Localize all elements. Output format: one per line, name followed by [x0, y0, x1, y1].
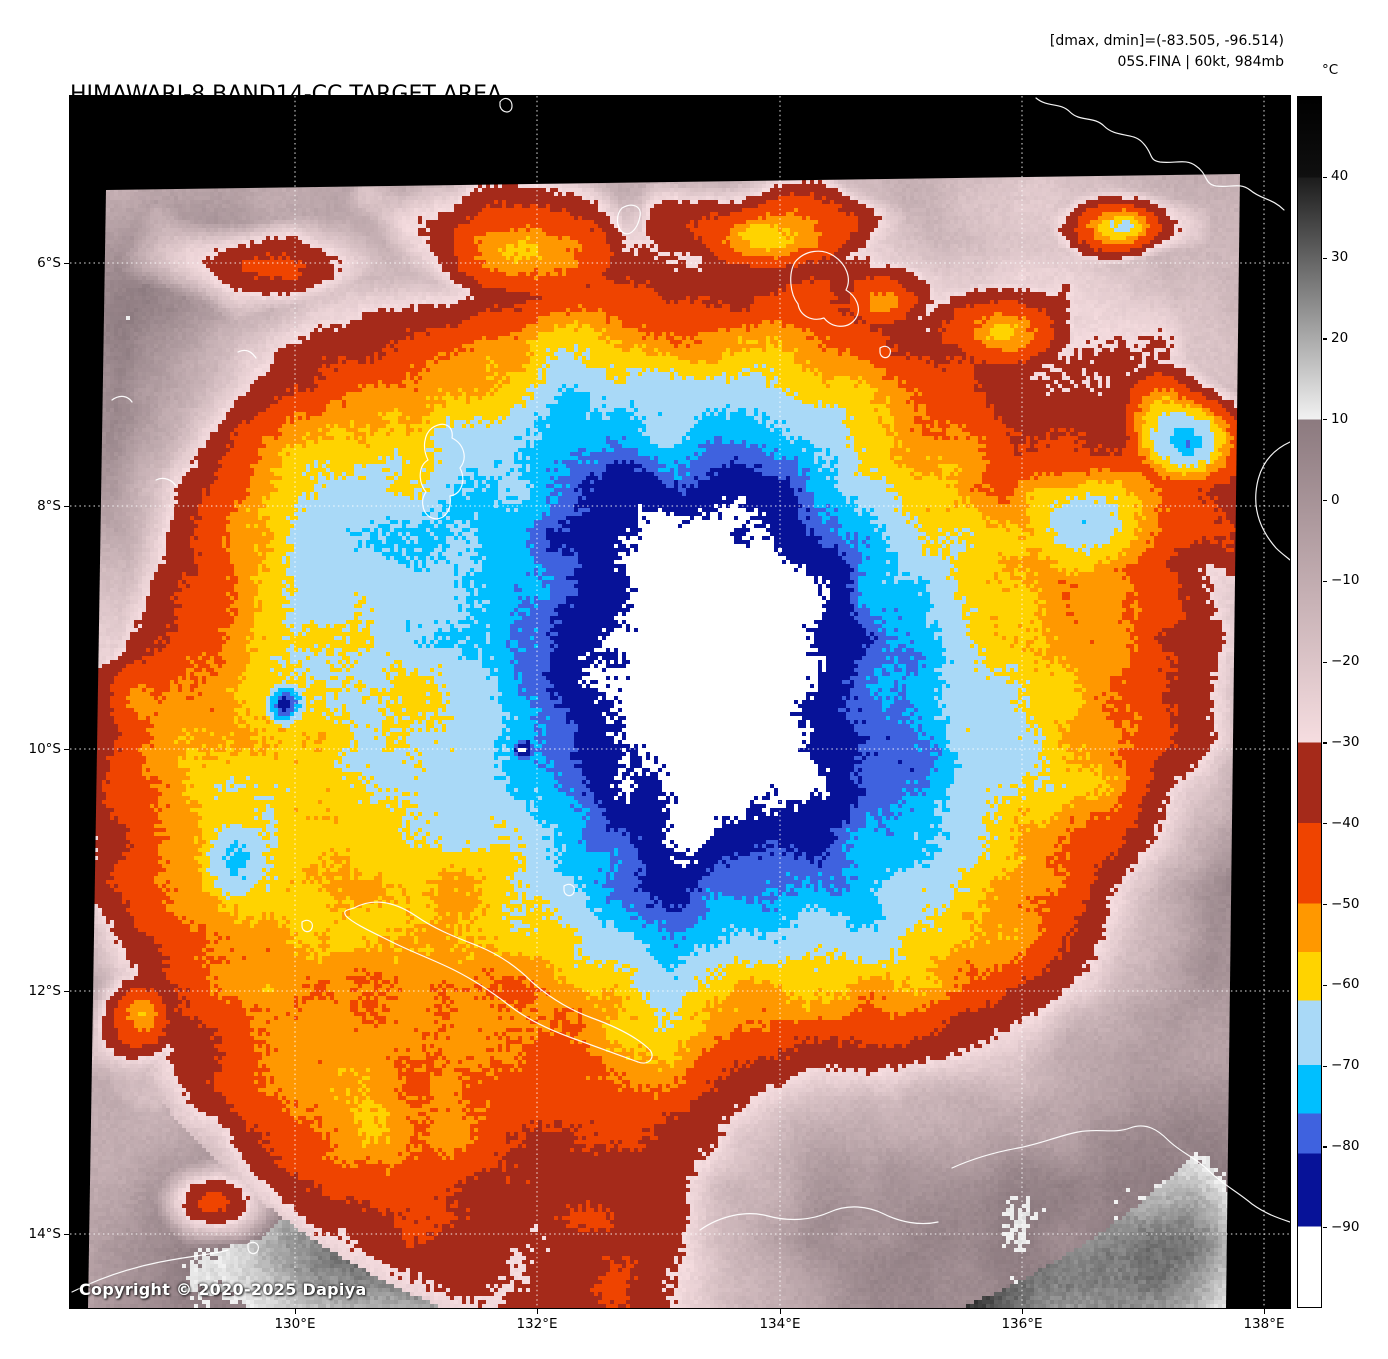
colorbar-tick-label: 20 — [1331, 329, 1349, 346]
coastline-path — [344, 901, 653, 1064]
lat-tick-label: 10°S — [28, 741, 62, 757]
colorbar-tick-mark — [1323, 580, 1327, 583]
figure-annotations: [dmax, dmin]=(-83.505, -96.514) 05S.FINA… — [800, 31, 1284, 73]
colorbar-tick-mark — [1323, 1227, 1327, 1229]
lon-tick-mark — [1022, 1309, 1024, 1314]
colorbar-tick-label: 10 — [1331, 410, 1349, 427]
colorbar-tick-label: −30 — [1331, 733, 1360, 750]
storm-info-annotation: 05S.FINA | 60kt, 984mb — [1117, 54, 1284, 70]
coastline-path — [111, 395, 133, 403]
copyright-label: Copyright © 2020-2025 Dapiya — [79, 1280, 367, 1299]
colorbar-tick-label: 30 — [1331, 249, 1349, 266]
colorbar-tick-mark — [1323, 742, 1327, 744]
coastline-path — [301, 919, 313, 933]
lat-tick-label: 14°S — [28, 1226, 62, 1242]
colorbar-tick-mark — [1323, 176, 1327, 179]
lon-tick-label: 138°E — [1243, 1316, 1285, 1332]
lon-tick-mark — [780, 1309, 782, 1314]
lon-tick-label: 132°E — [516, 1316, 558, 1332]
colorbar-tick-label: −50 — [1331, 895, 1360, 912]
lon-tick-mark — [537, 1309, 539, 1314]
colorbar-tick-mark — [1323, 338, 1327, 340]
colorbar-tick-label: −90 — [1331, 1218, 1360, 1235]
lon-tick-label: 134°E — [759, 1316, 801, 1332]
coastline-path — [1035, 97, 1285, 211]
colorbar-tick-mark — [1323, 500, 1327, 502]
colorbar-tick-label: 40 — [1331, 168, 1349, 185]
coastline-path — [951, 1125, 1290, 1223]
lon-tick-label: 130°E — [274, 1316, 316, 1332]
colorbar-tick-label: −40 — [1331, 814, 1360, 831]
coastline-path — [237, 349, 257, 359]
colorbar-tick-mark — [1323, 1065, 1327, 1067]
lat-tick-mark — [64, 1234, 69, 1236]
colorbar-tick-mark — [1323, 257, 1327, 259]
satellite-image-canvas — [70, 96, 1290, 1308]
dmax-dmin-annotation: [dmax, dmin]=(-83.505, -96.514) — [1049, 33, 1284, 49]
coastline-path — [155, 477, 177, 487]
lat-tick-mark — [64, 749, 69, 751]
colorbar-tick-mark — [1323, 984, 1327, 987]
colorbar-tick-label: −20 — [1331, 653, 1360, 670]
coastline-path — [879, 345, 891, 359]
colorbar-tick-label: −70 — [1331, 1057, 1360, 1074]
colorbar-tick-label: 0 — [1331, 491, 1340, 508]
coastline-path — [563, 883, 575, 897]
colorbar-tick-label: −60 — [1331, 976, 1360, 993]
colorbar-unit-label: °C — [1322, 62, 1339, 78]
lat-tick-label: 12°S — [28, 983, 62, 999]
colorbar-tick-label: −80 — [1331, 1137, 1360, 1154]
coastline-path — [616, 204, 641, 235]
colorbar-tick-mark — [1323, 1146, 1327, 1148]
lat-tick-mark — [64, 506, 69, 508]
figure-title: HIMAWARI-8 BAND14-CC TARGET AREA — [70, 82, 503, 107]
colorbar-tick-mark — [1323, 904, 1327, 906]
coastline-path — [790, 250, 859, 327]
coastline-path — [71, 1249, 229, 1293]
map-overlay-svg — [70, 96, 1290, 1308]
lon-tick-label: 136°E — [1001, 1316, 1043, 1332]
coastline-path — [1255, 441, 1290, 561]
colorbar-tick-mark — [1323, 419, 1327, 421]
lat-tick-label: 8°S — [37, 498, 61, 514]
coastline-path — [699, 1206, 939, 1231]
coastline-path — [419, 423, 465, 520]
colorbar — [1297, 96, 1322, 1308]
lon-tick-mark — [1264, 1309, 1266, 1314]
colorbar-tick-mark — [1323, 661, 1327, 663]
coastline-path — [499, 97, 513, 113]
lon-tick-mark — [295, 1309, 297, 1314]
map-plot: Copyright © 2020-2025 Dapiya — [69, 95, 1291, 1309]
lat-tick-mark — [64, 991, 69, 993]
coastline-path — [247, 1241, 259, 1255]
colorbar-tick-label: −10 — [1331, 572, 1360, 589]
colorbar-tick-mark — [1323, 823, 1327, 825]
lat-tick-mark — [64, 263, 69, 265]
lat-tick-label: 6°S — [37, 255, 61, 271]
